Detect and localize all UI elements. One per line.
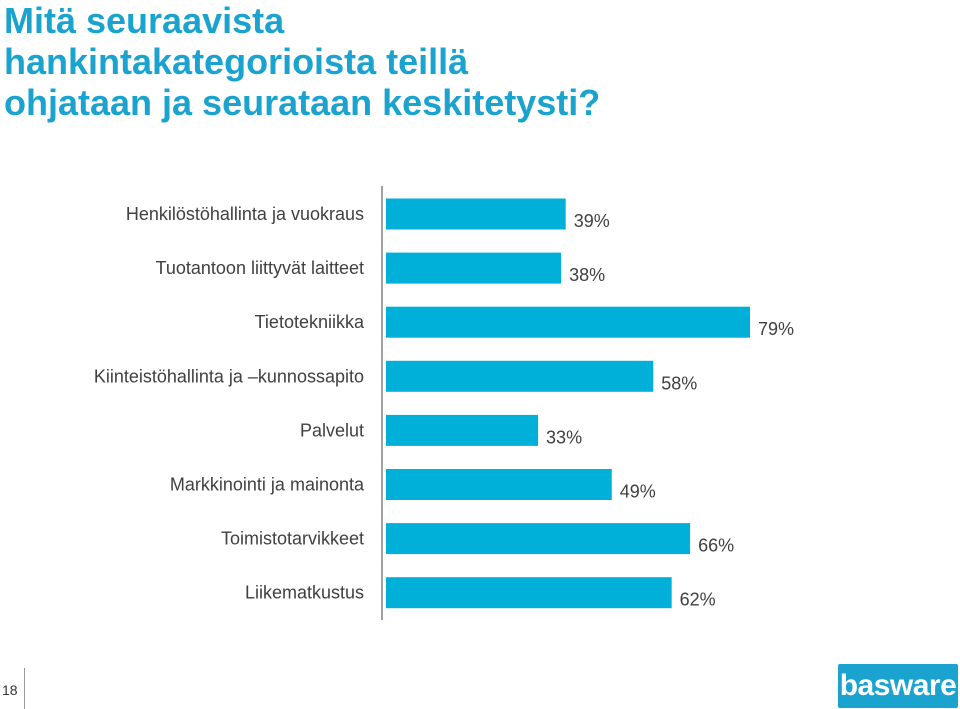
bar: [386, 306, 750, 338]
category-label: Henkilöstöhallinta ja vuokraus: [126, 204, 364, 224]
data-label: 33%: [546, 427, 582, 447]
category-label: Kiinteistöhallinta ja –kunnossapito: [94, 366, 364, 386]
basware-logo: basware: [838, 664, 958, 708]
bar-chart: Henkilöstöhallinta ja vuokraus 39% Tuotant…: [94, 186, 794, 620]
bar: [386, 523, 691, 555]
data-label: 39%: [574, 211, 610, 231]
category-label: Toimistotarvikkeet: [221, 529, 364, 549]
bar: [386, 360, 654, 392]
title-line-3: ohjataan ja seurataan keskitetysti?: [4, 82, 601, 123]
data-label: 79%: [758, 319, 794, 339]
footer-divider: [24, 668, 25, 709]
data-label: 38%: [569, 265, 605, 285]
title-line-2: hankintakategorioista teillä: [4, 41, 469, 82]
category-label: Markkinointi ja mainonta: [170, 475, 365, 495]
data-label: 58%: [661, 373, 697, 393]
data-label: 66%: [698, 536, 734, 556]
bar: [386, 469, 612, 500]
category-label: Tuotantoon liittyvät laitteet: [156, 258, 364, 278]
bar: [386, 414, 539, 446]
bar: [386, 577, 672, 609]
title-line-1: Mitä seuraavista: [4, 0, 285, 41]
category-label: Liikematkustus: [245, 583, 364, 603]
data-label: 49%: [620, 482, 656, 502]
bar: [386, 198, 566, 230]
page-number: 18: [2, 682, 18, 698]
category-label: Tietotekniikka: [255, 312, 365, 332]
page-title: Mitä seuraavista hankintakategorioista t…: [4, 0, 704, 123]
data-label: 62%: [680, 590, 716, 610]
bar: [386, 252, 562, 284]
category-label: Palvelut: [300, 420, 364, 440]
